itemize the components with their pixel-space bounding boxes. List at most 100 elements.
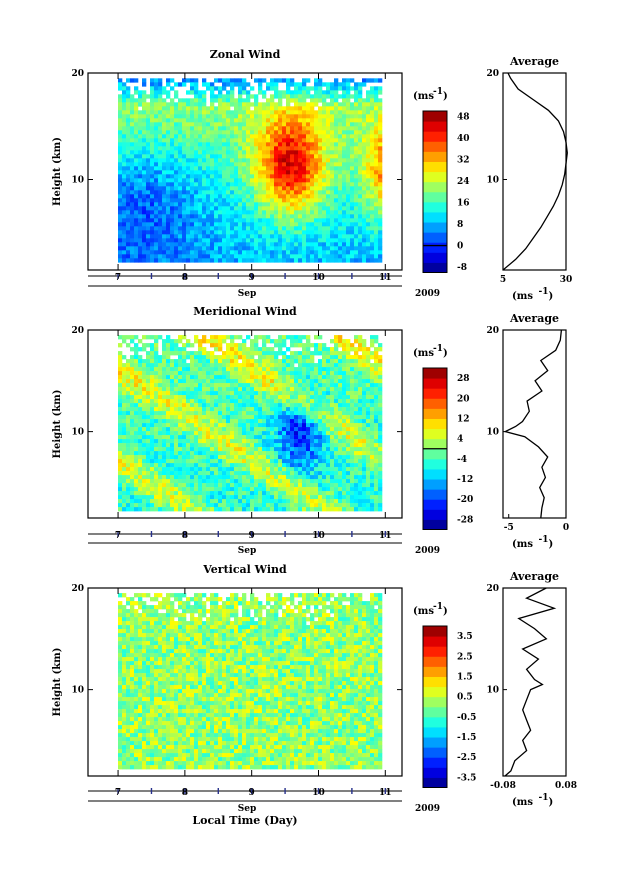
colorbar-segment	[423, 439, 447, 450]
x-tick-label: 10	[312, 788, 325, 798]
colorbar-segment	[423, 499, 447, 510]
colorbar-segment	[423, 161, 447, 172]
colorbar-tick-label: 24	[457, 177, 470, 187]
profile-y-tick-label: 20	[486, 326, 499, 336]
x-tick-label: 8	[182, 788, 188, 798]
profile-y-tick-label: 20	[486, 69, 499, 79]
profile-title: Average	[509, 570, 559, 583]
colorbar-tick-label: -3.5	[457, 773, 476, 783]
colorbar-tick-label: -28	[457, 515, 473, 525]
profile-x-tick-label: 0.08	[555, 781, 577, 791]
colorbar-unit-exp: -1	[433, 602, 443, 612]
year-label: 2009	[415, 546, 440, 556]
colorbar-tick-label: 12	[457, 414, 470, 424]
colorbar-segment	[423, 717, 447, 728]
y-tick-label: 20	[71, 69, 84, 79]
profile-y-tick-label: 10	[486, 428, 499, 438]
colorbar-unit-close: )	[443, 606, 448, 617]
x-tick-label: 10	[312, 531, 325, 541]
colorbar-unit: (ms	[413, 606, 434, 617]
colorbar-segment	[423, 676, 447, 687]
profile-title: Average	[509, 55, 559, 68]
colorbar-segment	[423, 697, 447, 708]
colorbar-tick-label: 8	[457, 220, 463, 230]
colorbar-segment	[423, 727, 447, 738]
colorbar-unit: (ms	[413, 91, 434, 102]
colorbar-segment	[423, 666, 447, 677]
colorbar-segment	[423, 151, 447, 162]
colorbar-tick-label: -12	[457, 475, 473, 485]
x-tick-label: 9	[249, 788, 255, 798]
x-tick-label: 11	[379, 531, 392, 541]
y-tick-label: 10	[71, 686, 84, 696]
colorbar-segment	[423, 646, 447, 657]
panel-title: Zonal Wind	[210, 48, 281, 61]
x-tick-label: 7	[115, 531, 121, 541]
colorbar-tick-label: -1.5	[457, 733, 476, 743]
colorbar-segment	[423, 242, 447, 253]
colorbar-segment	[423, 131, 447, 142]
colorbar-segment	[423, 757, 447, 768]
y-axis-label: Height (km)	[52, 137, 63, 206]
colorbar-tick-label: 16	[457, 199, 470, 209]
colorbar-tick-label: 20	[457, 394, 470, 404]
colorbar-segment	[423, 388, 447, 399]
colorbar-tick-label: 2.5	[457, 652, 473, 662]
colorbar-tick-label: 32	[457, 155, 470, 165]
colorbar-segment	[423, 479, 447, 490]
colorbar-segment	[423, 141, 447, 152]
colorbar-segment	[423, 747, 447, 758]
colorbar-segment	[423, 687, 447, 698]
y-tick-label: 10	[71, 428, 84, 438]
colorbar-segment	[423, 202, 447, 213]
x-tick-label: 11	[379, 273, 392, 283]
profile-xlabel: (ms	[512, 291, 533, 302]
colorbar-segment	[423, 418, 447, 429]
x-tick-label: 7	[115, 788, 121, 798]
profile-xlabel-exp: -1	[539, 793, 549, 803]
x-tick-label: 9	[249, 273, 255, 283]
colorbar-unit: (ms	[413, 348, 434, 359]
year-label: 2009	[415, 804, 440, 814]
colorbar-tick-label: 3.5	[457, 632, 473, 642]
colorbar-segment	[423, 469, 447, 480]
panel-title: Meridional Wind	[193, 305, 297, 318]
colorbar-segment	[423, 767, 447, 778]
colorbar-segment	[423, 707, 447, 718]
colorbar-tick-label: 0.5	[457, 693, 473, 703]
colorbar-segment	[423, 368, 447, 379]
colorbar-segment	[423, 408, 447, 419]
profile-xlabel: (ms	[512, 539, 533, 550]
colorbar-segment	[423, 111, 447, 122]
colorbar-unit-exp: -1	[433, 87, 443, 97]
x-axis-label: Sep	[238, 546, 257, 556]
colorbar-segment	[423, 429, 447, 440]
colorbar-segment	[423, 449, 447, 460]
y-tick-label: 10	[71, 175, 84, 185]
colorbar-segment	[423, 121, 447, 132]
colorbar-segment	[423, 182, 447, 193]
x-tick-label: 11	[379, 788, 392, 798]
colorbar-tick-label: -2.5	[457, 753, 476, 763]
colorbar-segment	[423, 519, 447, 530]
heatmap-cells	[118, 78, 382, 262]
colorbar-tick-label: 4	[457, 435, 463, 445]
profile-xlabel: (ms	[512, 797, 533, 808]
colorbar-tick-label: -0.5	[457, 713, 476, 723]
x-tick-label: 8	[182, 273, 188, 283]
profile-x-tick-label: -0.08	[490, 781, 516, 791]
y-axis-label: Height (km)	[52, 648, 63, 717]
profile-xlabel-close: )	[549, 291, 554, 302]
colorbar-segment	[423, 777, 447, 788]
colorbar-tick-label: 40	[457, 134, 470, 144]
colorbar-unit-close: )	[443, 91, 448, 102]
colorbar-segment	[423, 192, 447, 203]
heatmap-cells	[118, 593, 382, 769]
profile-x-tick-label: 0	[563, 523, 569, 533]
colorbar-tick-label: -4	[457, 455, 467, 465]
profile-y-tick-label: 10	[486, 175, 499, 185]
colorbar-segment	[423, 489, 447, 500]
profile-xlabel-exp: -1	[539, 535, 549, 545]
profile-x-tick-label: 30	[560, 275, 573, 285]
